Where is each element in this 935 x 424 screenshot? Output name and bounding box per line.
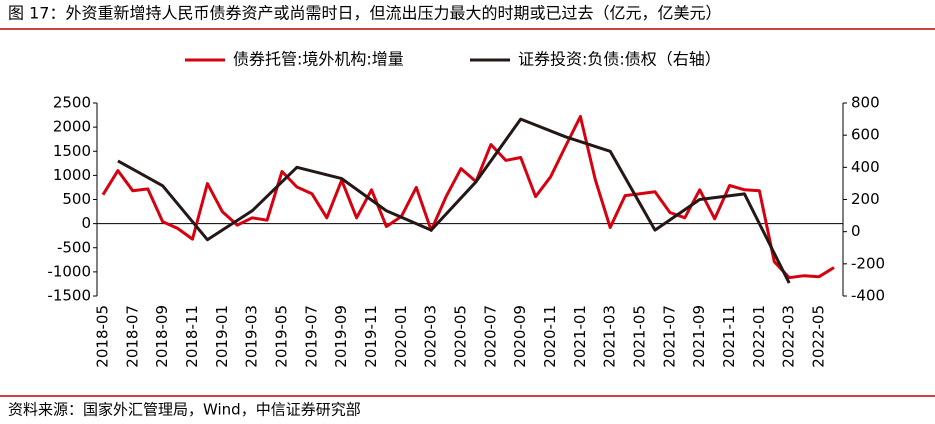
x-tick-label: 2021-01: [571, 305, 589, 368]
x-tick-label: 2018-05: [94, 305, 112, 368]
y-tick-label: 1500: [53, 142, 91, 160]
y-tick-label: 0: [81, 214, 91, 232]
x-tick-label: 2020-09: [511, 305, 529, 368]
legend-label: 债券托管:境外机构:增量: [233, 50, 404, 69]
y2-tick-label: -400: [851, 287, 885, 305]
x-tick-label: 2021-07: [660, 305, 678, 368]
x-tick-label: 2020-11: [541, 305, 559, 368]
x-tick-label: 2020-03: [422, 305, 440, 368]
x-tick-label: 2018-07: [123, 305, 141, 368]
x-tick-label: 2019-11: [362, 305, 380, 368]
x-tick-label: 2022-05: [810, 305, 828, 368]
x-tick-label: 2019-01: [213, 305, 231, 368]
x-tick-label: 2019-05: [273, 305, 291, 368]
y2-tick-label: 800: [851, 94, 880, 112]
x-tick-label: 2019-09: [332, 305, 350, 368]
y2-tick-label: 600: [851, 126, 880, 144]
x-tick-label: 2021-05: [631, 305, 649, 368]
y2-tick-label: 0: [851, 222, 861, 240]
x-tick-label: 2021-09: [690, 305, 708, 368]
x-tick-label: 2022-03: [780, 305, 798, 368]
x-tick-label: 2018-09: [153, 305, 171, 368]
y2-tick-label: -200: [851, 254, 885, 272]
x-tick-label: 2020-05: [452, 305, 470, 368]
x-tick-label: 2018-11: [183, 305, 201, 368]
y-tick-label: 2500: [53, 94, 91, 112]
x-tick-label: 2020-07: [481, 305, 499, 368]
y-tick-label: 500: [62, 190, 91, 208]
x-tick-label: 2021-03: [601, 305, 619, 368]
x-tick-label: 2021-11: [720, 305, 738, 368]
chart-title: 图 17：外资重新增持人民币债券资产或尚需时日，但流出压力最大的时期或已过去（亿…: [8, 4, 721, 23]
series-line: [117, 117, 791, 284]
y-tick-label: 1000: [53, 166, 91, 184]
legend-label: 证券投资:负债:债权（右轴）: [518, 50, 721, 69]
y2-tick-label: 200: [851, 190, 880, 208]
y-tick-label: -1500: [47, 287, 91, 305]
y-tick-label: -1000: [47, 262, 91, 280]
y2-tick-label: 400: [851, 158, 880, 176]
x-tick-label: 2020-01: [392, 305, 410, 368]
y-tick-label: 2000: [53, 118, 91, 136]
y-tick-label: -500: [57, 238, 91, 256]
source: 资料来源：国家外汇管理局，Wind，中信证券研究部: [8, 401, 361, 419]
x-tick-label: 2022-01: [750, 305, 768, 368]
series-line: [101, 115, 835, 280]
x-tick-label: 2019-07: [302, 305, 320, 368]
x-tick-label: 2019-03: [243, 305, 261, 368]
